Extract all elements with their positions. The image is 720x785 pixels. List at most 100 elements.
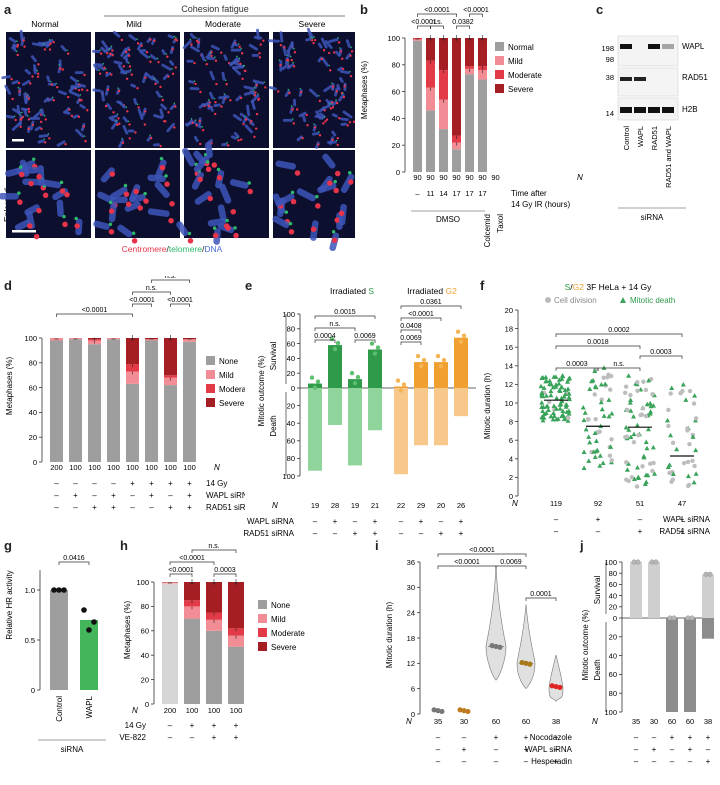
centromere-dot xyxy=(18,90,21,93)
d-row-value: + xyxy=(111,491,116,500)
f-mitotic-death-point xyxy=(564,402,570,407)
telomere-dot xyxy=(289,55,292,58)
chromosome-dna xyxy=(286,49,291,57)
h-bar-moderate xyxy=(206,612,222,620)
centromere-dot xyxy=(318,134,322,137)
c-lane-label: RAD51 and WAPL xyxy=(664,126,673,188)
centromere-dot xyxy=(220,105,223,108)
chromosome-dna xyxy=(243,90,255,96)
chromosome-dna xyxy=(16,104,21,115)
chromosome-dna xyxy=(162,73,169,81)
centromere-dot xyxy=(108,208,115,214)
chromosome-dna xyxy=(206,56,215,60)
e-ylabel: Mitotic outcome (%) xyxy=(257,355,266,426)
f-cell-division-point xyxy=(640,464,645,469)
centromere-dot xyxy=(240,52,244,55)
chromosome-dna xyxy=(69,76,78,83)
chromosome-dna xyxy=(286,63,295,70)
micrograph-tile xyxy=(95,32,180,148)
d-bar-none xyxy=(164,385,177,462)
b-n-value: 90 xyxy=(439,173,447,182)
e-replicate-point xyxy=(349,370,355,376)
h-bar-severe xyxy=(228,582,244,629)
e-row-value: – xyxy=(419,529,424,536)
f-mitotic-death-point xyxy=(600,460,606,466)
d-bar-none xyxy=(145,340,158,462)
chromosome-dna xyxy=(94,62,104,67)
chromosome-dna xyxy=(314,114,325,120)
chromosome-dna xyxy=(124,201,141,212)
telomere-dot xyxy=(16,40,18,42)
e-row-value: – xyxy=(333,529,338,536)
centromere-dot xyxy=(254,91,257,94)
centromere-dot xyxy=(17,81,21,85)
chromosome-dna xyxy=(74,71,84,75)
f-mitotic-death-point xyxy=(645,472,651,478)
telomere-dot xyxy=(190,118,193,120)
d-legend-label: Mild xyxy=(219,371,234,380)
telomere-dot xyxy=(105,68,107,70)
chromosome-dna xyxy=(122,116,128,123)
centromere-dot xyxy=(205,166,212,173)
f-mitotic-death-point xyxy=(634,422,640,428)
chromosome-dna xyxy=(252,79,265,85)
e-replicate-point xyxy=(395,378,401,383)
h2b-band xyxy=(634,107,646,113)
centromere-dot xyxy=(52,99,56,102)
f-mitotic-death-point xyxy=(674,446,680,452)
f-mitotic-death-point xyxy=(691,479,697,485)
chromosome-dna xyxy=(223,54,228,61)
centromere-dot xyxy=(136,87,139,90)
e-n-value: 29 xyxy=(417,501,425,510)
i-violin xyxy=(548,654,564,702)
i-stat-bracket xyxy=(437,565,497,569)
e-replicate-point xyxy=(455,329,461,334)
chromosome-dna xyxy=(193,135,199,143)
f-mitotic-death-point xyxy=(540,417,546,423)
chromosome-dna xyxy=(235,95,242,102)
centromere-dot xyxy=(247,188,253,195)
e-bar-death xyxy=(368,388,382,431)
h2b-band xyxy=(620,107,632,113)
j-y-tick-label: 40 xyxy=(609,651,617,660)
chromosome-dna xyxy=(345,52,352,60)
rad51-band xyxy=(620,77,632,81)
chromosome-dna xyxy=(24,68,31,75)
chromosome-dna xyxy=(169,60,175,66)
f-legend-division: Cell division xyxy=(554,296,597,305)
b-bar-mild xyxy=(413,39,422,41)
j-row-value: + xyxy=(706,757,711,766)
telomere-dot xyxy=(290,105,293,107)
chromosome-dna xyxy=(337,66,343,72)
h-legend-label: None xyxy=(271,601,291,610)
b-group-taxol: Taxol xyxy=(496,214,505,233)
e-stat-label: <0.0001 xyxy=(408,311,434,318)
centromere-dot xyxy=(258,56,262,59)
e-replicate-point xyxy=(372,351,378,356)
centromere-dot xyxy=(195,39,199,43)
chromosome-dna xyxy=(108,114,119,120)
centromere-dot xyxy=(197,176,203,183)
e-row-value: + xyxy=(373,529,378,536)
centromere-dot xyxy=(167,111,170,114)
centromere-dot xyxy=(125,201,132,208)
d-row-value: – xyxy=(168,491,173,500)
j-row-value: – xyxy=(634,745,639,754)
telomere-dot xyxy=(49,80,52,83)
g-replicate-point xyxy=(56,587,62,593)
b-bar-normal xyxy=(426,110,435,172)
centromere-dot xyxy=(279,43,283,47)
centromere-dot xyxy=(130,73,133,76)
b-stat-label: 0.0382 xyxy=(452,19,474,26)
chromosome-dna xyxy=(72,114,79,119)
centromere-dot xyxy=(187,238,194,244)
chromosome-dna xyxy=(68,90,81,98)
f-mitotic-death-point xyxy=(562,391,568,397)
centromere-dot xyxy=(59,188,66,194)
centromere-dot xyxy=(39,120,43,124)
d-stat-bracket xyxy=(56,313,133,317)
f-mitotic-death-point xyxy=(608,444,614,449)
chromosome-dna xyxy=(209,105,214,112)
wapl-band xyxy=(662,44,674,49)
centromere-dot xyxy=(27,97,31,100)
